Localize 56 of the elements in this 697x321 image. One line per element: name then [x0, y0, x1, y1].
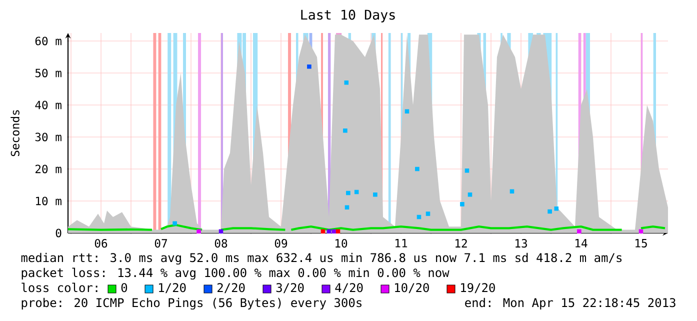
legend-label: 4/20	[335, 283, 363, 294]
point	[638, 229, 644, 234]
point	[548, 209, 552, 214]
point	[426, 212, 430, 216]
point	[172, 221, 177, 226]
y-tick-label: 50 m	[35, 68, 62, 78]
x-tick-label: 06	[94, 239, 108, 248]
point	[510, 189, 514, 194]
legend-label: 0	[121, 283, 128, 292]
point	[332, 229, 336, 234]
point	[344, 80, 349, 85]
legend-label: 2/20	[218, 283, 245, 294]
y-tick-label: 30 m	[35, 132, 62, 142]
y-tick-label: 0	[56, 228, 62, 238]
text: probe: 20 ICMP Echo Pings (56 Bytes) every 300s	[22, 298, 362, 310]
point	[320, 229, 326, 234]
legend-label: 19/20	[461, 283, 495, 294]
x-tick-label: 07	[154, 239, 167, 248]
point	[354, 190, 359, 194]
legend-label: 1/20	[159, 283, 186, 294]
y-tick-label: 20 m	[36, 164, 62, 174]
point	[343, 128, 348, 133]
point	[577, 229, 582, 234]
point	[404, 109, 410, 114]
point	[554, 206, 559, 211]
y-tick-label: 10 m	[36, 196, 62, 206]
x-tick-label: 09	[274, 239, 288, 248]
x-tick-label: 12	[456, 239, 467, 248]
legend-title: loss color:	[22, 282, 98, 292]
point	[373, 192, 378, 197]
y-tick-label: 60 m	[35, 36, 62, 46]
point	[344, 205, 350, 210]
point	[218, 229, 224, 234]
x-tick-label: 11	[396, 239, 408, 248]
point	[307, 64, 312, 69]
x-tick-label: 14	[576, 239, 588, 248]
chart-title: Last 10 Days	[301, 10, 395, 22]
text: median rtt: 3.0 ms avg 52.0 ms max 632.4 us min 786.8 us now 7.1 ms sd 418.2 m am/s	[21, 252, 622, 265]
x-tick-label: 08	[214, 239, 228, 248]
point	[346, 190, 350, 196]
point	[468, 192, 472, 197]
text: end: Mon Apr 15 22:18:45 2013	[465, 298, 676, 310]
point	[460, 202, 464, 206]
x-tick-label: 13	[516, 239, 527, 248]
point	[196, 229, 201, 234]
point	[336, 229, 340, 234]
x-tick-label: 15	[636, 239, 647, 248]
point	[326, 229, 332, 234]
y-axis-title: Seconds	[10, 110, 20, 156]
x-tick-label: 10	[336, 239, 348, 248]
point	[464, 168, 470, 173]
y-tick-label: 40 m	[35, 100, 62, 110]
text: packet loss: 13.44 % avg 100.00 % max 0.00 % min 0.00 % now	[22, 268, 450, 280]
point	[415, 166, 420, 172]
legend-label: 10/20	[395, 283, 429, 294]
legend-label: 3/20	[276, 283, 304, 294]
